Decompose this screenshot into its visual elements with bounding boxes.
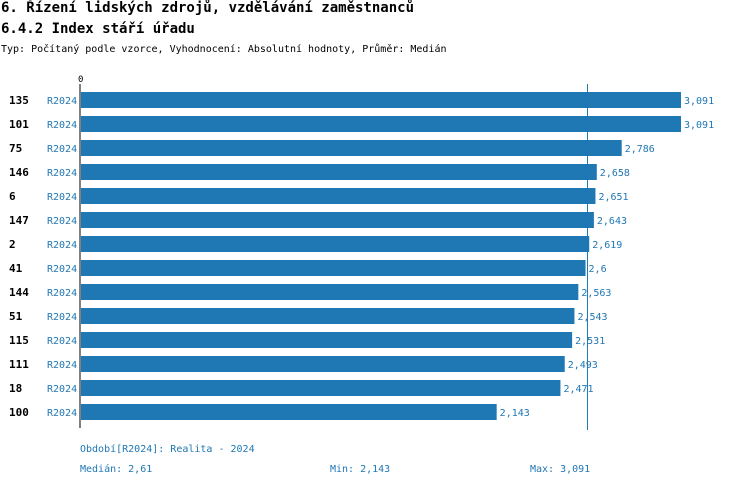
bar [81, 356, 565, 372]
category-label: 75 [9, 142, 22, 155]
value-label: 2,658 [600, 168, 630, 179]
bar [81, 332, 573, 348]
value-label: 2,619 [592, 240, 622, 251]
category-label: 101 [9, 118, 29, 131]
bar [81, 164, 597, 180]
value-label: 2,543 [577, 312, 607, 323]
series-label: R2024 [47, 120, 77, 131]
series-label: R2024 [47, 144, 77, 155]
value-label: 2,493 [568, 360, 598, 371]
value-label: 3,091 [684, 120, 714, 131]
bar [81, 116, 681, 132]
bar [81, 236, 590, 252]
bar [81, 92, 681, 108]
bar [81, 140, 622, 156]
category-label: 41 [9, 262, 23, 275]
chart-subtitle: 6.4.2 Index stáří úřadu [1, 21, 195, 37]
category-label: 6 [9, 190, 16, 203]
category-label: 51 [9, 310, 23, 323]
chart-title: 6. Řízení lidských zdrojů, vzdělávání za… [1, 0, 415, 16]
category-label: 115 [9, 334, 29, 347]
footer-max: Max: 3,091 [530, 464, 591, 475]
value-label: 2,471 [563, 384, 593, 395]
series-label: R2024 [47, 408, 77, 419]
category-label: 144 [9, 286, 29, 299]
category-label: 111 [9, 358, 29, 371]
series-label: R2024 [47, 384, 77, 395]
x-axis-tick-label: 0 [78, 75, 83, 85]
bar [81, 284, 579, 300]
category-label: 100 [9, 406, 29, 419]
footer-min: Min: 2,143 [330, 464, 391, 475]
category-label: 135 [9, 94, 29, 107]
category-label: 2 [9, 238, 16, 251]
bar [81, 260, 586, 276]
value-label: 3,091 [684, 96, 714, 107]
value-label: 2,531 [575, 336, 605, 347]
series-label: R2024 [47, 288, 77, 299]
category-label: 146 [9, 166, 29, 179]
bar [81, 404, 497, 420]
series-label: R2024 [47, 96, 77, 107]
value-label: 2,6 [589, 264, 607, 275]
bar [81, 380, 561, 396]
value-label: 2,643 [597, 216, 627, 227]
bar [81, 188, 596, 204]
series-label: R2024 [47, 264, 77, 275]
category-label: 147 [9, 214, 29, 227]
bar [81, 308, 575, 324]
chart-meta: Typ: Počítaný podle vzorce, Vyhodnocení:… [1, 44, 447, 55]
series-label: R2024 [47, 168, 77, 179]
series-label: R2024 [47, 240, 77, 251]
value-label: 2,563 [581, 288, 611, 299]
bar [81, 212, 594, 228]
series-label: R2024 [47, 192, 77, 203]
series-label: R2024 [47, 312, 77, 323]
series-label: R2024 [47, 360, 77, 371]
value-label: 2,786 [625, 144, 655, 155]
value-label: 2,143 [500, 408, 530, 419]
series-label: R2024 [47, 216, 77, 227]
footer-period: Období[R2024]: Realita - 2024 [80, 444, 255, 455]
category-label: 18 [9, 382, 22, 395]
series-label: R2024 [47, 336, 77, 347]
value-label: 2,651 [598, 192, 628, 203]
footer-median: Medián: 2,61 [80, 464, 153, 475]
